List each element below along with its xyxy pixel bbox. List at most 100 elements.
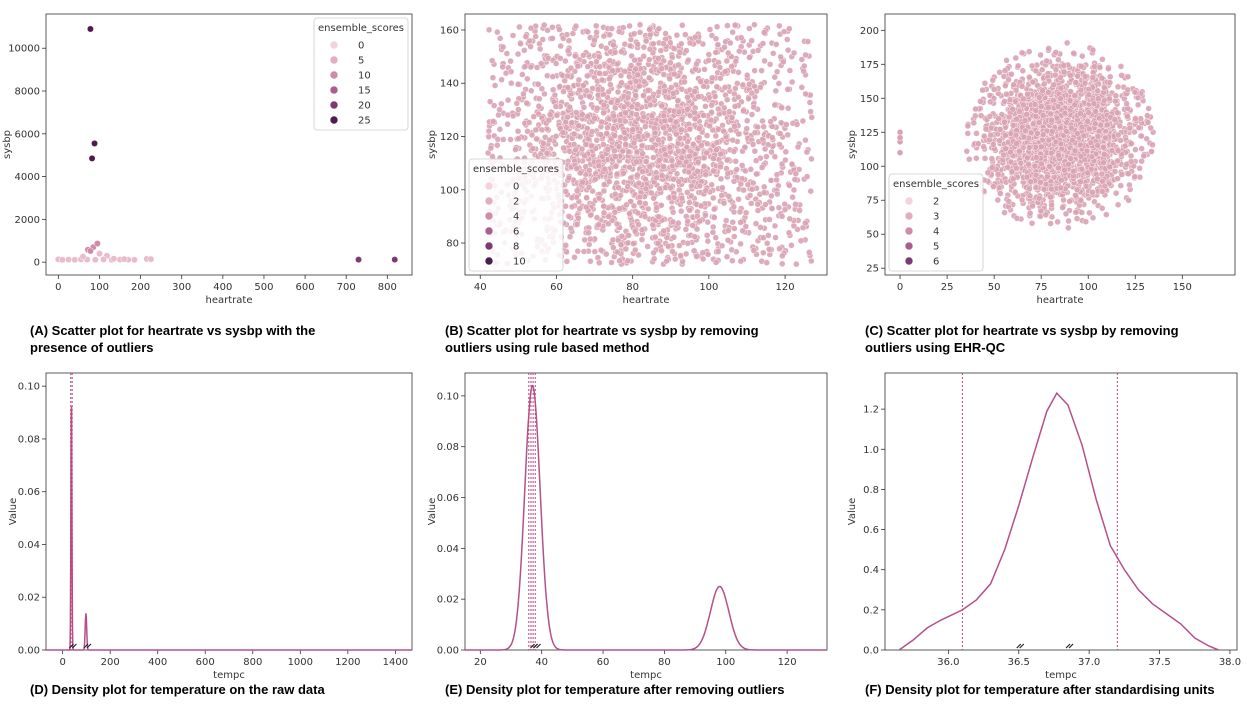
data-point: [600, 141, 607, 148]
data-point: [529, 145, 537, 152]
data-point: [714, 41, 722, 48]
data-point: [757, 224, 764, 231]
y-tick-label: 0.10: [437, 391, 459, 402]
data-point: [557, 55, 564, 62]
data-point: [754, 123, 761, 131]
data-point: [580, 104, 588, 111]
data-point: [701, 66, 708, 73]
data-point: [1016, 147, 1023, 155]
data-point: [689, 140, 697, 148]
data-point: [713, 139, 721, 146]
data-point: [517, 40, 524, 47]
data-point: [676, 135, 684, 142]
data-point: [673, 31, 681, 39]
data-point: [549, 24, 556, 31]
data-point: [705, 51, 713, 58]
data-point: [523, 99, 530, 107]
data-point: [1070, 50, 1077, 57]
data-point: [673, 130, 680, 138]
data-point: [670, 234, 678, 241]
data-point: [792, 201, 799, 208]
data-point: [1020, 133, 1028, 141]
data-point: [624, 94, 632, 101]
data-point: [646, 94, 653, 102]
data-point: [709, 74, 716, 81]
data-point: [693, 225, 701, 233]
data-point: [1094, 133, 1102, 140]
data-point: [668, 157, 676, 164]
data-point: [748, 200, 755, 207]
data-point: [1077, 141, 1084, 149]
data-point: [576, 133, 584, 140]
data-point: [703, 78, 710, 85]
data-point: [1013, 115, 1020, 123]
data-point: [684, 189, 691, 196]
data-point: [1045, 104, 1052, 111]
data-point: [538, 126, 546, 134]
data-point: [632, 246, 639, 254]
data-point: [650, 40, 657, 48]
data-point: [546, 111, 554, 118]
data-point: [749, 141, 757, 148]
data-point: [638, 226, 646, 233]
data-point: [1038, 103, 1045, 110]
data-point: [1126, 181, 1133, 189]
data-point: [977, 112, 985, 119]
data-point: [1136, 165, 1143, 172]
legend-marker: [329, 40, 339, 50]
data-point: [593, 137, 601, 144]
data-point: [1118, 171, 1126, 178]
data-point: [100, 256, 108, 263]
data-point: [709, 229, 717, 236]
data-point: [760, 249, 767, 256]
data-point: [1005, 76, 1012, 83]
data-point: [708, 181, 715, 188]
data-point: [669, 248, 676, 255]
data-point: [572, 22, 580, 30]
data-point: [485, 127, 493, 135]
data-point: [546, 136, 553, 144]
data-point: [752, 220, 760, 227]
data-point: [678, 207, 685, 215]
data-point: [1114, 109, 1121, 116]
data-point: [710, 155, 717, 162]
data-point: [575, 76, 583, 84]
data-point: [697, 202, 705, 210]
data-point: [566, 233, 574, 240]
data-point: [585, 241, 593, 248]
y-tick-label: 0.02: [437, 595, 459, 606]
data-point: [1013, 140, 1020, 147]
data-point: [1005, 198, 1013, 205]
data-point: [484, 149, 492, 157]
data-point: [1067, 155, 1074, 162]
data-point: [611, 132, 618, 139]
data-point: [1036, 119, 1043, 126]
data-point: [488, 57, 496, 64]
x-tick-label: 100: [1079, 282, 1098, 293]
data-point: [614, 248, 621, 256]
data-point: [593, 29, 600, 36]
data-point: [1072, 79, 1080, 86]
data-point: [660, 163, 667, 170]
legend-label: 2: [513, 197, 519, 208]
data-point: [607, 98, 615, 106]
data-point: [1138, 145, 1145, 152]
data-point: [1042, 211, 1049, 219]
data-point: [632, 78, 640, 85]
x-tick-label: 600: [296, 282, 315, 293]
data-point: [1001, 98, 1008, 105]
data-point: [774, 190, 781, 198]
data-point: [653, 204, 660, 211]
data-point: [655, 240, 662, 247]
data-point: [729, 28, 736, 36]
y-tick-label: 50: [866, 230, 879, 241]
data-point: [695, 93, 702, 100]
data-point: [1071, 147, 1079, 155]
data-point: [655, 157, 663, 164]
data-point: [1032, 171, 1040, 179]
data-point: [650, 195, 657, 202]
data-point: [1018, 196, 1026, 204]
data-point: [515, 135, 522, 142]
data-point: [780, 58, 787, 66]
data-point: [1107, 73, 1114, 81]
